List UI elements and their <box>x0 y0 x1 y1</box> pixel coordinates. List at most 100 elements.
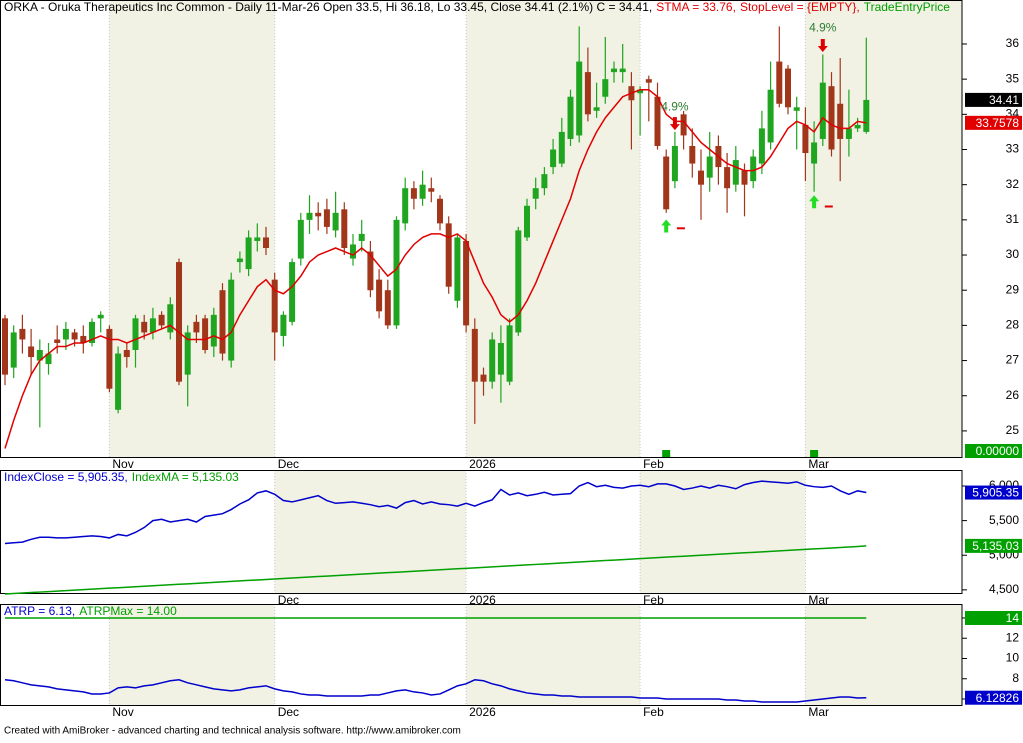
candle-body <box>149 318 156 333</box>
x-tick-label: 2026 <box>469 593 496 607</box>
candle-body <box>358 233 365 241</box>
candle-body <box>489 339 496 382</box>
candle-body <box>541 174 548 189</box>
buy-arrow <box>809 195 820 209</box>
candle-body <box>671 145 678 182</box>
candle-body <box>306 212 313 220</box>
month-band <box>274 470 467 594</box>
x-tick-label: Nov <box>112 457 133 471</box>
value-box <box>965 485 1022 500</box>
candle-body <box>750 156 757 182</box>
candle-body <box>445 223 452 287</box>
candle-body <box>376 279 383 312</box>
candle-body <box>619 68 626 73</box>
candle-body <box>454 237 461 301</box>
value-box <box>965 444 1022 458</box>
value-box-label: 14 <box>1006 611 1020 625</box>
candle-body <box>767 89 774 143</box>
y-tick-label: 26 <box>1006 388 1020 402</box>
candle-body <box>463 240 470 326</box>
candle-body <box>393 219 400 326</box>
x-tick-label: Dec <box>278 593 299 607</box>
x-tick-label: Dec <box>278 705 299 719</box>
pane-frame <box>0 604 963 706</box>
candle-body <box>776 61 783 104</box>
x-tick-label: Feb <box>643 593 664 607</box>
x-tick-label: Feb <box>643 457 664 471</box>
candle-body <box>419 184 426 199</box>
candle-body <box>785 68 791 108</box>
candle-body <box>576 61 583 136</box>
x-tick-label: Mar <box>808 593 829 607</box>
candle-body <box>854 124 861 129</box>
candle-body <box>245 237 252 270</box>
value-box-label: 0.00000 <box>976 444 1020 458</box>
value-box-label: 5,135.03 <box>972 539 1019 553</box>
candle-body <box>289 262 296 322</box>
candle-body <box>89 321 95 343</box>
candle-body <box>724 167 731 189</box>
y-tick-label: 31 <box>1006 212 1020 226</box>
candle-body <box>706 156 713 178</box>
candle-body <box>793 107 800 111</box>
x-tick-label: Nov <box>112 705 133 719</box>
candle-body <box>602 79 609 97</box>
candle-body <box>698 170 704 185</box>
x-tick-label: 2026 <box>469 705 496 719</box>
candle-body <box>802 124 809 154</box>
month-band <box>805 604 962 706</box>
candle-body <box>254 237 261 241</box>
series-line <box>4 545 867 595</box>
candle-body <box>402 188 409 224</box>
candle-body <box>115 353 122 410</box>
y-tick-label: 12 <box>1006 630 1020 644</box>
candle-body <box>384 290 391 326</box>
month-band <box>466 604 641 706</box>
candle-body <box>593 107 600 111</box>
series-line <box>4 678 867 703</box>
pane-legend: ORKA - Oruka Therapeutics Inc Common - D… <box>4 0 950 14</box>
candle-body <box>567 96 574 139</box>
value-box-label: 34.41 <box>989 93 1019 107</box>
candle-body <box>611 68 617 73</box>
candle-body <box>428 188 435 192</box>
legend-part: TradeEntryPrice <box>864 0 951 14</box>
month-band <box>109 0 275 458</box>
sell-arrow <box>817 39 828 53</box>
value-box-label: 5,905.35 <box>972 486 1019 500</box>
candle-body <box>193 321 200 333</box>
buy-arrow <box>661 219 672 233</box>
candle-body <box>132 318 139 351</box>
candle-body <box>97 314 104 319</box>
y-tick-label: 4,500 <box>989 582 1019 596</box>
value-box <box>965 610 1022 625</box>
candle-body <box>2 318 8 375</box>
pane-legend: ATRP = 6.13, ATRPMax = 14.00 <box>4 604 177 618</box>
value-box <box>965 690 1022 705</box>
candle-body <box>236 258 243 263</box>
candle-body <box>654 96 661 146</box>
candle-body <box>741 170 748 185</box>
candle-body <box>645 79 652 83</box>
candle-body <box>367 251 374 291</box>
candle-body <box>219 290 226 354</box>
value-box <box>965 538 1022 553</box>
series-line <box>4 480 867 545</box>
candle-body <box>184 332 191 375</box>
y-tick-label: 8 <box>1012 671 1019 685</box>
legend-part: ATRP = 6.13, <box>4 604 75 618</box>
x-tick-label: Feb <box>643 705 664 719</box>
y-tick-label: 28 <box>1006 318 1020 332</box>
y-tick-label: 29 <box>1006 282 1020 296</box>
candle-body <box>497 342 504 375</box>
x-tick-label: Mar <box>808 705 829 719</box>
candle-body <box>80 335 87 343</box>
candle-body <box>323 209 330 227</box>
candle-body <box>263 237 269 248</box>
value-box-label: 33.7578 <box>976 116 1020 130</box>
candle-body <box>280 314 287 336</box>
month-band <box>640 470 806 594</box>
candle-body <box>45 353 52 365</box>
candle-body <box>54 339 61 343</box>
candle-body <box>141 321 148 333</box>
